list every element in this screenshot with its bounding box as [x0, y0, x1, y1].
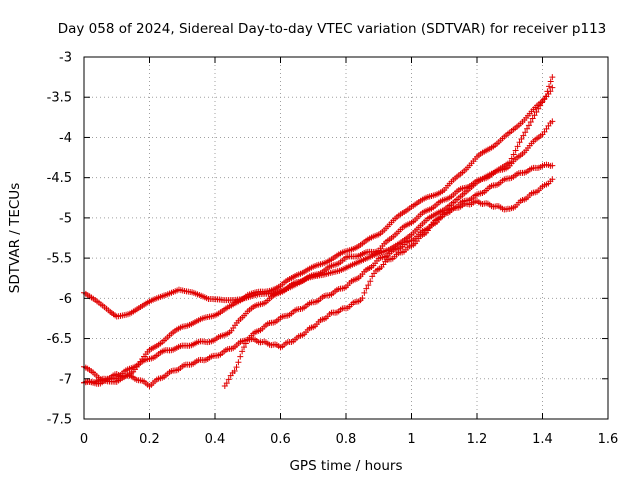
y-tick-label: -4.5 [47, 171, 72, 186]
data-point [242, 340, 249, 347]
data-point [524, 125, 531, 132]
data-point [549, 118, 556, 125]
data-point [225, 376, 232, 383]
data-point [549, 176, 556, 183]
data-points [81, 74, 556, 390]
y-tick-labels: -3 -3.5 -4 -4.5 -5 -5.5 -6 -6.5 -7 -7.5 [47, 51, 72, 428]
data-point [535, 105, 542, 112]
data-point [363, 285, 370, 292]
data-series [81, 84, 556, 385]
data-point [365, 282, 372, 289]
y-tick-label: -7.5 [47, 413, 72, 428]
y-tick-label: -6.5 [47, 332, 72, 347]
data-point [520, 132, 527, 139]
data-point [529, 115, 536, 122]
data-point [237, 353, 244, 360]
data-point [510, 151, 517, 158]
data-point [231, 367, 238, 374]
x-tick-label: 1.2 [467, 432, 488, 447]
data-point [516, 139, 523, 146]
x-axis-label: GPS time / hours [289, 458, 402, 474]
data-point [533, 109, 540, 116]
data-point [241, 344, 248, 351]
x-tick-label: 0.2 [139, 432, 160, 447]
data-point [522, 129, 529, 136]
data-series [81, 161, 556, 390]
x-tick-label: 0.4 [205, 432, 226, 447]
data-point [239, 348, 246, 355]
data-point [547, 78, 554, 85]
data-point [531, 112, 538, 119]
data-series [81, 74, 556, 320]
data-point [235, 359, 242, 366]
y-tick-label: -6 [59, 292, 72, 307]
data-series [221, 176, 556, 390]
data-series [81, 118, 556, 387]
data-point [518, 135, 525, 142]
data-point [512, 147, 519, 154]
axis-ticks [83, 56, 609, 420]
data-point [367, 278, 374, 285]
data-point [514, 143, 521, 150]
data-point [525, 122, 532, 129]
y-tick-label: -3 [59, 51, 72, 66]
x-tick-label: 1 [407, 432, 415, 447]
x-tick-label: 0.6 [270, 432, 291, 447]
data-point [549, 84, 556, 91]
x-tick-label: 0.8 [336, 432, 357, 447]
data-point [359, 295, 366, 302]
data-point [543, 125, 550, 132]
x-tick-label: 0 [80, 432, 88, 447]
data-point [546, 83, 553, 90]
data-point [547, 88, 554, 95]
y-axis-label: SDTVAR / TECUs [7, 183, 23, 293]
data-point [223, 380, 230, 387]
x-tick-label: 1.4 [532, 432, 553, 447]
x-tick-label: 1.6 [598, 432, 619, 447]
data-point [549, 162, 556, 169]
data-point [549, 74, 556, 81]
chart-title: Day 058 of 2024, Sidereal Day-to-day VTE… [58, 21, 607, 37]
y-tick-label: -5.5 [47, 252, 72, 267]
data-point [361, 289, 368, 296]
y-tick-label: -3.5 [47, 91, 72, 106]
y-tick-label: -4 [59, 131, 72, 146]
y-tick-label: -7 [59, 372, 72, 387]
x-tick-labels: 0 0.2 0.4 0.6 0.8 1 1.2 1.4 1.6 [80, 432, 618, 447]
y-tick-label: -5 [59, 211, 72, 226]
data-point [233, 364, 240, 371]
data-point [527, 118, 534, 125]
